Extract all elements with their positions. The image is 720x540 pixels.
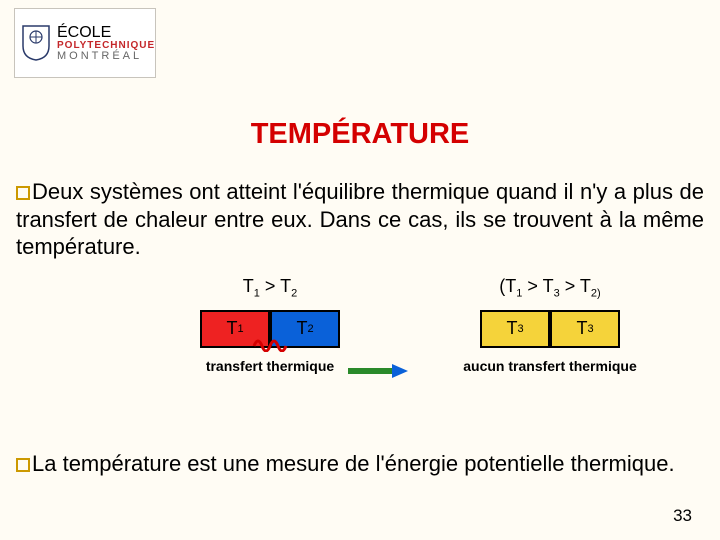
logo-text: ÉCOLE POLYTECHNIQUE MONTRÉAL	[57, 25, 155, 62]
diagram-right: (T1 > T3 > T2) T3 T3 aucun transfert the…	[400, 276, 700, 374]
paragraph-1-text: Deux systèmes ont atteint l'équilibre th…	[16, 179, 704, 259]
paragraph-2: La température est une mesure de l'énerg…	[16, 450, 704, 478]
box-t3a: T3	[480, 310, 550, 348]
arrow-icon	[348, 364, 408, 378]
box-t3b: T3	[550, 310, 620, 348]
caption-right: aucun transfert thermique	[400, 358, 700, 374]
page-number: 33	[673, 506, 692, 526]
paragraph-2-text: La température est une mesure de l'énerg…	[32, 451, 675, 476]
heat-wave-icon	[252, 332, 288, 352]
logo-line1: ÉCOLE	[57, 25, 155, 41]
inequality-right: (T1 > T3 > T2)	[400, 276, 700, 300]
box-row-right: T3 T3	[400, 310, 700, 348]
logo-shield-icon	[21, 24, 51, 62]
logo: ÉCOLE POLYTECHNIQUE MONTRÉAL	[14, 8, 156, 78]
bullet-icon	[16, 458, 30, 472]
box-row-left: T1 T2	[120, 310, 420, 348]
inequality-left: T1 > T2	[120, 276, 420, 300]
diagram: T1 > T2 T1 T2 transfert thermique (T1 > …	[0, 276, 720, 436]
bullet-icon	[16, 186, 30, 200]
page-title: TEMPÉRATURE	[0, 118, 720, 151]
logo-line3: MONTRÉAL	[57, 51, 155, 62]
logo-line2: POLYTECHNIQUE	[57, 41, 155, 51]
diagram-left: T1 > T2 T1 T2 transfert thermique	[120, 276, 420, 374]
paragraph-1: Deux systèmes ont atteint l'équilibre th…	[16, 178, 704, 261]
